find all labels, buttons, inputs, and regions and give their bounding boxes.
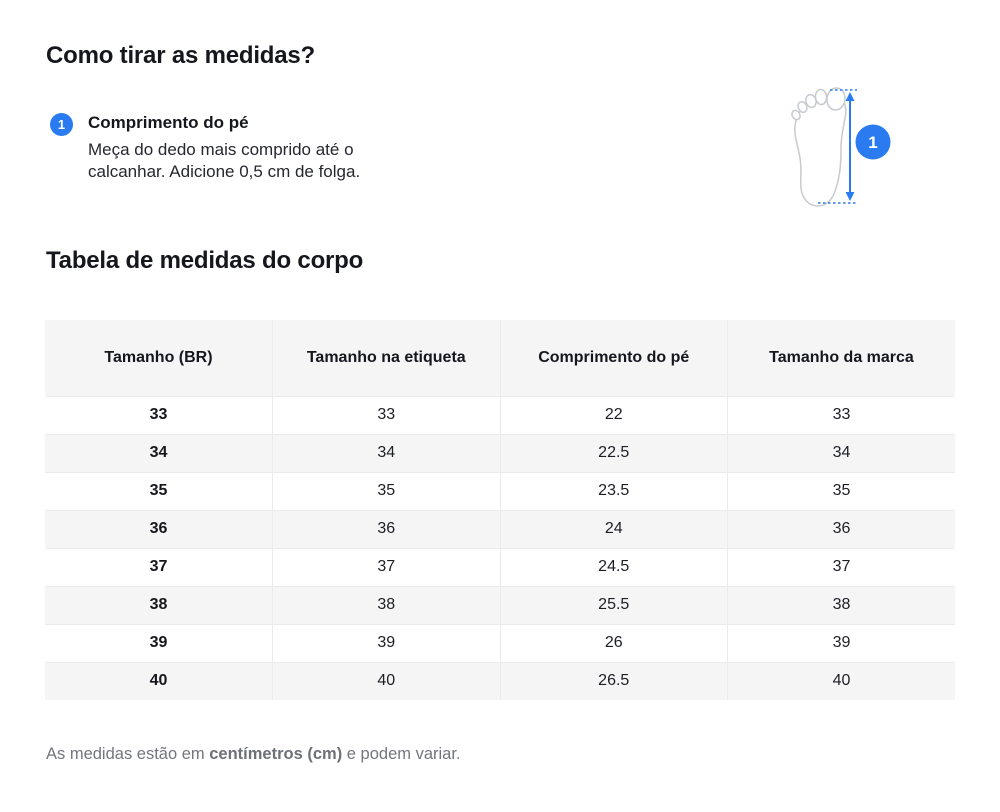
table-cell: 38 bbox=[272, 586, 501, 625]
figure-step-badge: 1 bbox=[855, 124, 891, 160]
table-cell: 24.5 bbox=[500, 548, 728, 587]
table-section-title: Tabela de medidas do corpo bbox=[46, 247, 364, 274]
table-cell: 35 bbox=[45, 472, 273, 511]
table-cell: 24 bbox=[500, 510, 728, 549]
table-cell: 37 bbox=[727, 548, 955, 587]
foot-measure-illustration: 1 bbox=[791, 87, 891, 207]
size-table-body: 33 33 22 33 34 34 22.5 34 35 35 23.5 35 … bbox=[45, 396, 955, 700]
measure-arrow bbox=[845, 92, 855, 201]
table-cell: 38 bbox=[45, 586, 273, 625]
table-cell: 33 bbox=[727, 396, 955, 435]
column-header-tamanho-marca: Tamanho da marca bbox=[727, 320, 955, 397]
table-cell: 34 bbox=[45, 434, 273, 473]
size-table: Tamanho (BR) Tamanho na etiqueta Comprim… bbox=[45, 320, 955, 700]
table-cell: 33 bbox=[272, 396, 501, 435]
table-row: 38 38 25.5 38 bbox=[45, 586, 955, 625]
table-cell: 40 bbox=[272, 662, 501, 700]
table-cell: 36 bbox=[272, 510, 501, 549]
table-cell: 38 bbox=[727, 586, 955, 625]
table-cell: 39 bbox=[45, 624, 273, 663]
table-row: 40 40 26.5 40 bbox=[45, 662, 955, 700]
table-cell: 22.5 bbox=[500, 434, 728, 473]
table-cell: 34 bbox=[272, 434, 501, 473]
column-header-comprimento-pe: Comprimento do pé bbox=[500, 320, 728, 397]
instruction-label: Comprimento do pé bbox=[88, 113, 249, 132]
page-title: Como tirar as medidas? bbox=[46, 42, 316, 69]
table-cell: 33 bbox=[45, 396, 273, 435]
measure-instruction-step-1: 1 Comprimento do pé Meça do dedo mais co… bbox=[50, 112, 398, 183]
instruction-description: Meça do dedo mais comprido até o calcanh… bbox=[88, 140, 361, 181]
table-cell: 36 bbox=[45, 510, 273, 549]
table-cell: 35 bbox=[272, 472, 501, 511]
table-cell: 37 bbox=[45, 548, 273, 587]
foot-measure-figure: 1 bbox=[788, 84, 900, 216]
step-number-badge: 1 bbox=[50, 113, 73, 136]
table-cell: 35 bbox=[727, 472, 955, 511]
table-cell: 23.5 bbox=[500, 472, 728, 511]
table-cell: 26 bbox=[500, 624, 728, 663]
step-number: 1 bbox=[57, 117, 66, 132]
footnote: As medidas estão em centímetros (cm) e p… bbox=[46, 743, 461, 765]
table-cell: 40 bbox=[45, 662, 273, 700]
table-row: 34 34 22.5 34 bbox=[45, 434, 955, 473]
table-cell: 36 bbox=[727, 510, 955, 549]
foot-icon bbox=[791, 87, 847, 207]
table-cell: 39 bbox=[272, 624, 501, 663]
table-row: 35 35 23.5 35 bbox=[45, 472, 955, 511]
table-cell: 25.5 bbox=[500, 586, 728, 625]
column-header-tamanho-etiqueta: Tamanho na etiqueta bbox=[272, 320, 501, 397]
table-cell: 40 bbox=[727, 662, 955, 700]
table-row: 37 37 24.5 37 bbox=[45, 548, 955, 587]
column-header-tamanho-br: Tamanho (BR) bbox=[45, 320, 273, 397]
header-row: Tamanho (BR) Tamanho na etiqueta Comprim… bbox=[45, 320, 955, 397]
table-cell: 39 bbox=[727, 624, 955, 663]
footnote-suffix: e podem variar. bbox=[342, 745, 461, 763]
size-table-header: Tamanho (BR) Tamanho na etiqueta Comprim… bbox=[45, 320, 955, 397]
instruction-text: Comprimento do pé Meça do dedo mais comp… bbox=[88, 112, 398, 183]
figure-step-number: 1 bbox=[868, 133, 877, 152]
footnote-prefix: As medidas estão em bbox=[46, 745, 210, 763]
table-row: 39 39 26 39 bbox=[45, 624, 955, 663]
table-row: 36 36 24 36 bbox=[45, 510, 955, 549]
footnote-units: centímetros (cm) bbox=[209, 745, 343, 763]
table-cell: 34 bbox=[727, 434, 955, 473]
table-cell: 37 bbox=[272, 548, 501, 587]
table-cell: 22 bbox=[500, 396, 728, 435]
table-row: 33 33 22 33 bbox=[45, 396, 955, 435]
table-cell: 26.5 bbox=[500, 662, 728, 700]
